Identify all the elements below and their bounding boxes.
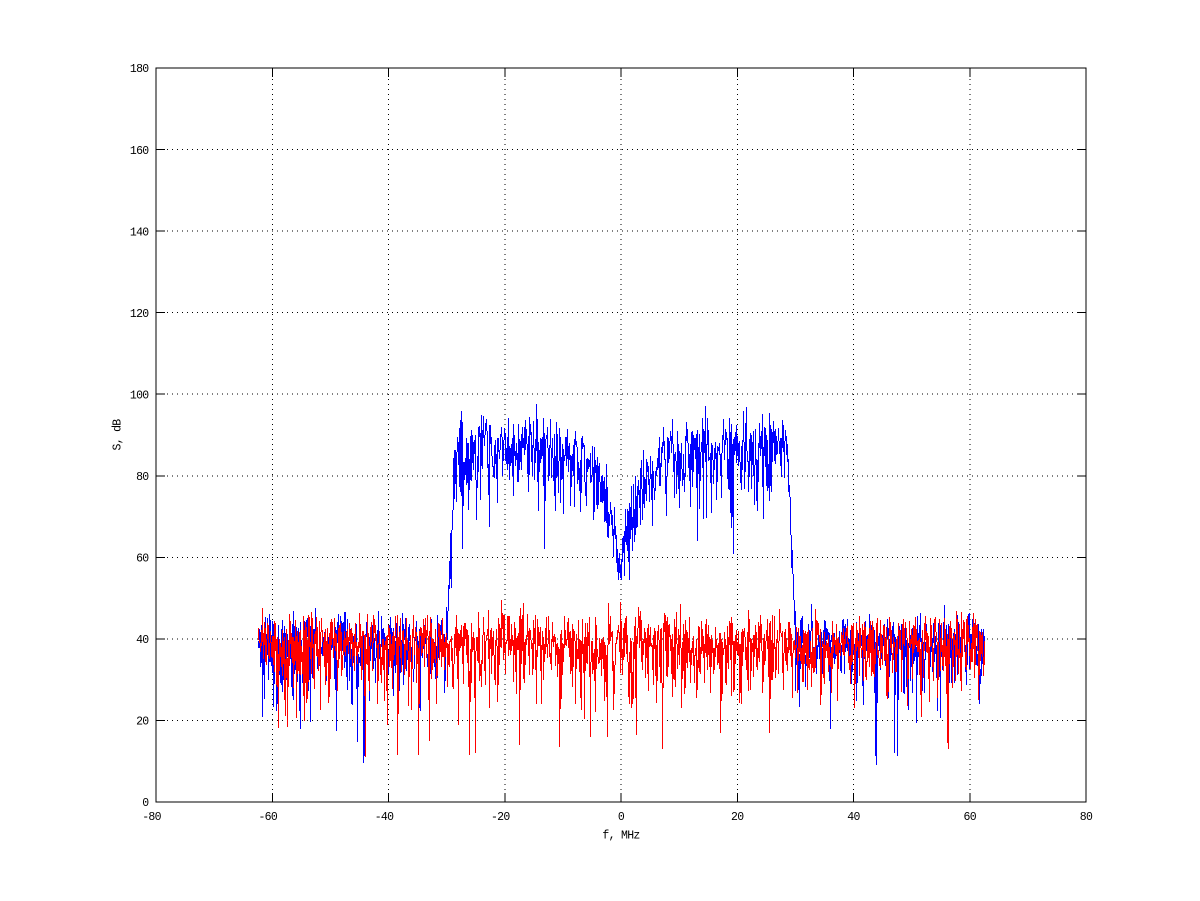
svg-text:0: 0	[618, 811, 625, 824]
svg-text:100: 100	[130, 389, 149, 402]
svg-text:40: 40	[847, 811, 860, 824]
svg-text:40: 40	[136, 634, 149, 647]
svg-text:0: 0	[142, 797, 149, 810]
svg-text:-20: -20	[491, 811, 510, 824]
svg-text:60: 60	[136, 553, 149, 566]
svg-text:-60: -60	[258, 811, 277, 824]
svg-text:160: 160	[130, 145, 149, 158]
svg-text:20: 20	[136, 716, 149, 729]
svg-text:120: 120	[130, 308, 149, 321]
svg-text:-80: -80	[142, 811, 161, 824]
svg-text:f, MHz: f, MHz	[602, 830, 639, 843]
svg-text:60: 60	[964, 811, 977, 824]
svg-text:180: 180	[130, 63, 149, 76]
svg-text:-40: -40	[375, 811, 394, 824]
svg-text:S, dB: S, dB	[112, 419, 125, 451]
svg-text:20: 20	[731, 811, 744, 824]
svg-text:140: 140	[130, 226, 149, 239]
svg-text:80: 80	[1080, 811, 1093, 824]
svg-text:80: 80	[136, 471, 149, 484]
